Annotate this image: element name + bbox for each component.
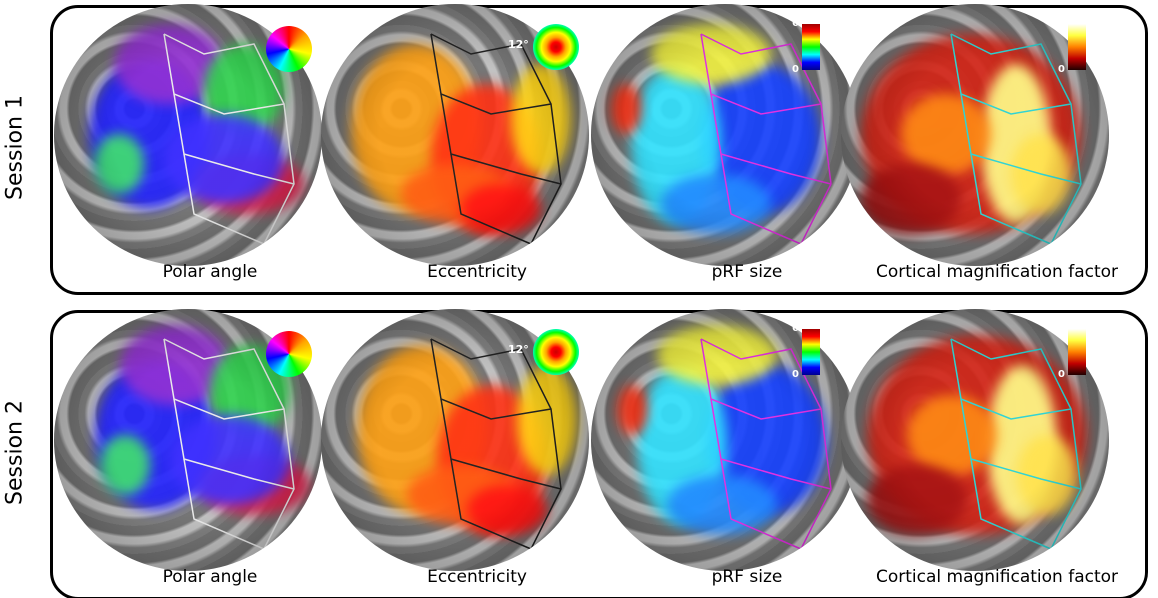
colorbar [802,329,820,375]
map-overlay [667,475,777,535]
brain-map [54,4,322,266]
map-overlay [611,84,641,134]
map-overlay [94,134,144,194]
map-overlay [657,325,777,385]
colorbar-min-label: 0 [1058,369,1065,380]
map-overlay [461,184,541,234]
map-overlay [164,114,284,204]
area-borders [950,338,1082,550]
border-line [700,338,822,420]
area-borders [163,33,295,245]
map-overlay [100,435,150,495]
colorbar [1068,329,1086,375]
panel-caption: pRF size [711,262,783,282]
polar-angle-legend [266,331,312,377]
border-line [720,153,802,245]
border-line [700,33,822,115]
session-label: Session 2 [2,400,28,505]
panel-caption: Cortical magnification factor [875,567,1119,587]
area-borders [163,338,295,550]
area-borders [430,338,562,550]
border-line [430,33,562,245]
border-line [960,93,1082,185]
border-line [960,398,1082,490]
eccentricity-legend [533,329,579,375]
shading [841,4,1109,266]
border-line [430,338,552,420]
border-line [950,338,1082,550]
border-line [950,338,1072,420]
map-overlay [651,24,771,84]
border-line [710,93,832,185]
panel-caption: Eccentricity [427,262,527,282]
eccentricity-legend-label: 12° [508,343,529,356]
border-line [450,153,532,245]
colorbar [802,24,820,70]
colorbar-max-label: 6 [792,18,799,29]
border-line [710,398,832,490]
map-overlay [617,385,647,435]
border-line [173,398,295,490]
border-line [430,33,552,115]
colorbar-min-label: 0 [792,369,799,380]
panel-caption: Cortical magnification factor [875,262,1119,282]
session-label: Session 1 [2,95,28,200]
colorbar-max-label: 6 [1058,323,1065,334]
session-box [50,5,1148,295]
border-line [163,33,285,115]
brain-map [841,309,1109,571]
border-line [700,338,832,550]
border-line [720,458,802,550]
area-borders [430,33,562,245]
area-borders [950,33,1082,245]
border-line [700,33,832,245]
brain-map [841,4,1109,266]
panel-caption: Polar angle [162,262,258,282]
map-overlay [861,164,961,234]
border-line [440,93,562,185]
border-line [950,33,1082,245]
area-borders [700,33,832,245]
border-line [173,93,295,185]
area-borders [700,338,832,550]
colorbar-min-label: 0 [1058,64,1065,75]
border-line [163,33,295,245]
colorbar-max-label: 6 [792,323,799,334]
border-line [183,458,265,550]
border-line [430,338,562,550]
map-overlay [867,465,967,535]
border-line [450,458,532,550]
colorbar-min-label: 0 [792,64,799,75]
panel-caption: pRF size [711,567,783,587]
colorbar-max-label: 6 [1058,18,1065,29]
colorbar [1068,24,1086,70]
panel-caption: Polar angle [162,567,258,587]
border-line [950,33,1072,115]
eccentricity-legend [533,24,579,70]
polar-angle-legend [266,26,312,72]
panel-caption: Eccentricity [427,567,527,587]
eccentricity-legend-label: 12° [508,38,529,51]
map-overlay [517,365,577,475]
map-overlay [901,94,991,174]
shading [841,309,1109,571]
border-line [440,398,562,490]
border-line [163,338,295,550]
border-line [970,153,1052,245]
border-line [163,338,285,420]
border-line [183,153,265,245]
border-line [970,458,1052,550]
